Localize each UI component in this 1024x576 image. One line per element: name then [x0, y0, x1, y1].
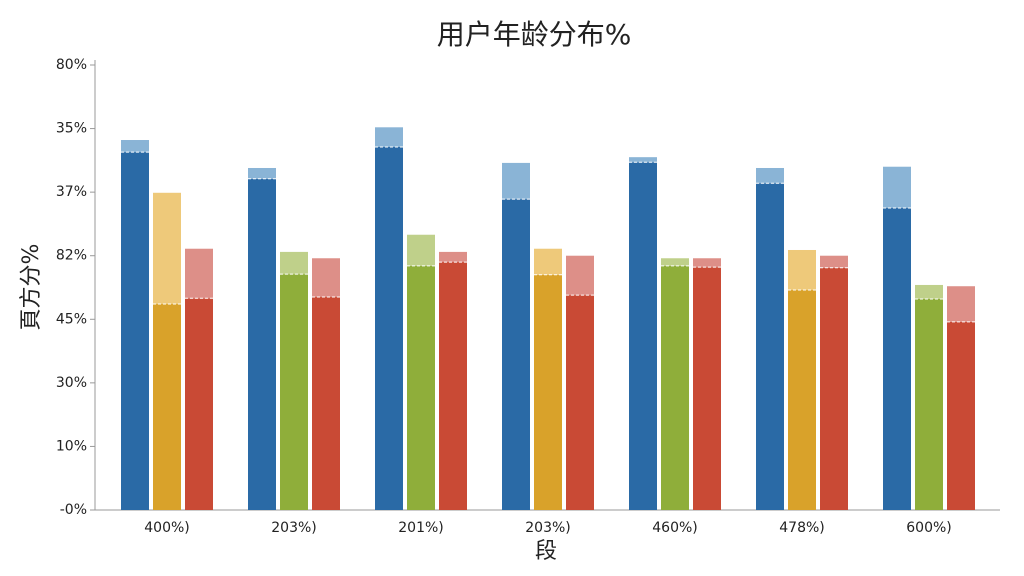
bar — [185, 298, 213, 510]
x-tick-label: 478%) — [779, 520, 825, 536]
bar — [248, 178, 276, 511]
bar — [629, 162, 657, 510]
bar-segment — [661, 258, 689, 266]
x-axis-label: 段 — [535, 539, 557, 564]
bar — [883, 208, 911, 511]
y-axis-label: 頁方分% — [19, 244, 44, 331]
bar-segment — [407, 234, 435, 266]
bar — [439, 262, 467, 510]
bar-segment — [439, 251, 467, 263]
bar-segment — [502, 162, 530, 200]
bar-segment — [915, 284, 943, 299]
x-tick-label: 400%) — [144, 520, 190, 536]
bar-segment — [820, 255, 848, 268]
bar — [788, 290, 816, 510]
bar-segment — [756, 167, 784, 184]
x-tick-label: 203%) — [525, 520, 571, 536]
bar-segment — [280, 251, 308, 275]
y-tick-label: 30% — [56, 375, 87, 391]
bar-segment — [248, 167, 276, 179]
y-tick-label: 80% — [56, 57, 87, 73]
bar — [502, 199, 530, 510]
x-tick-label: 203%) — [271, 520, 317, 536]
bar-segment — [629, 157, 657, 163]
y-tick-label: -0% — [60, 502, 87, 518]
bar — [947, 321, 975, 510]
bar — [756, 183, 784, 510]
bar-segment — [185, 248, 213, 299]
bar-segment — [883, 166, 911, 209]
x-tick-label: 201%) — [398, 520, 444, 536]
chart-title: 用户年龄分布% — [437, 18, 632, 51]
bar — [566, 295, 594, 510]
bar-segment — [788, 249, 816, 291]
x-tick-label: 460%) — [652, 520, 698, 536]
bar-segment — [693, 258, 721, 268]
bar — [661, 265, 689, 510]
y-tick-label: 37% — [56, 184, 87, 200]
bar-segment — [121, 140, 149, 153]
bar — [121, 152, 149, 511]
bar — [534, 274, 562, 510]
bar-segment — [534, 248, 562, 275]
bar-segment — [375, 127, 403, 148]
bar — [312, 297, 340, 510]
bar — [693, 267, 721, 510]
y-tick-label: 10% — [56, 438, 87, 454]
bar — [820, 267, 848, 510]
bar — [915, 298, 943, 510]
bar — [280, 274, 308, 510]
x-tick-label: 600%) — [906, 520, 952, 536]
bar-segment — [312, 258, 340, 298]
bar-segment — [153, 192, 181, 305]
bar — [153, 304, 181, 510]
bar-segment — [947, 286, 975, 322]
bar — [407, 265, 435, 510]
bar — [375, 147, 403, 510]
y-tick-label: 82% — [56, 248, 87, 264]
y-tick-label: 35% — [56, 121, 87, 137]
y-tick-label: 45% — [56, 311, 87, 327]
bar-segment — [566, 255, 594, 296]
